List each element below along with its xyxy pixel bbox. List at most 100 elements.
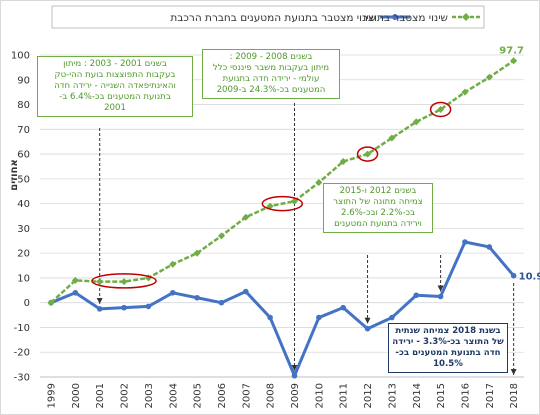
annotation-dotcom-line-4: בתנועת המטענים בכ-6.4% ב- — [59, 92, 171, 102]
annotation-dotcom-line-1: בשנים 2001 - 2003 : מיתון — [63, 59, 167, 69]
legend-label-freight: שינוי מצטבר בתנועת המטענים בחברת הרכבת — [170, 12, 376, 24]
end-label-gdp: 97.7 — [499, 46, 524, 57]
y-tick-label: -30 — [14, 373, 30, 384]
annotation-arrows — [96, 103, 517, 375]
highlight-ellipses — [91, 101, 452, 289]
annotation-2018-line-2: של התוצר בכ-3.3% - ירידה — [392, 337, 504, 347]
annotation-dotcom-line-2: בעקבות התפוצצות בועת ההי-טק — [54, 70, 176, 80]
ellipse-2012 — [356, 146, 379, 162]
ellipse-2015 — [429, 101, 452, 118]
x-tick-label: 2000 — [71, 383, 82, 408]
legend-box — [51, 5, 485, 29]
legend-marker-freight — [392, 14, 398, 20]
gdp-point — [96, 278, 104, 286]
annotation-crisis-line-4: המטענים בכ-24.3% ב-2009 — [216, 85, 326, 95]
annotation-dotcom-line-3: והאינתיפאדה השנייה - ירידה חדה — [54, 81, 176, 91]
freight-point — [145, 303, 152, 310]
y-tick-label: 0 — [24, 298, 30, 309]
freight-point — [437, 293, 444, 300]
gdp-point — [71, 276, 79, 284]
gdp-point — [169, 260, 177, 268]
freight-point — [389, 314, 395, 321]
y-tick-label: 30 — [17, 224, 30, 235]
freight-point — [121, 304, 127, 311]
gdp-point — [412, 118, 420, 126]
y-axis-title: אחוזים — [9, 159, 20, 191]
gdp-point — [291, 197, 298, 205]
freight-point — [316, 314, 322, 321]
annotation-slowdown-line-3: בכ-2.2% ובכ-2.6% — [341, 208, 415, 218]
annotation-crisis-line-1: בשנים 2008 - 2009 : — [229, 52, 313, 62]
freight-point — [243, 288, 249, 295]
x-tick-label: 2013 — [387, 383, 398, 408]
annotation-crisis-line-3: עולמי - ירידה חדה בתנועת — [222, 74, 320, 84]
x-tick-label: 2012 — [363, 383, 374, 408]
freight-point — [340, 304, 347, 311]
ellipse-2008-2009 — [261, 195, 304, 212]
x-tick-label: 2006 — [217, 383, 228, 408]
y-tick-label: 10 — [17, 273, 30, 284]
annotation-2018-line-4: 10.5% — [433, 359, 463, 369]
series-layer — [47, 57, 518, 379]
x-tick-label: 2014 — [412, 383, 423, 408]
x-tick-label: 2017 — [485, 383, 496, 408]
x-tick-label: 2005 — [193, 383, 204, 408]
annotation-slowdown-line-2: צמיחה מתונה של התוצר — [333, 197, 423, 207]
freight-point — [462, 239, 468, 245]
x-tick-label: 2015 — [436, 383, 447, 408]
legend: שינוי מצטבר בתנועת המטענים בחברת הרכבת ש… — [51, 5, 485, 29]
gdp-point — [47, 299, 55, 307]
annotation-dotcom: בשנים 2001 - 2003 : מיתון בעקבות התפוצצו… — [37, 56, 193, 117]
gdp-point — [120, 278, 128, 286]
x-axis-ticks: 1999 2000 2001 2002 2003 2004 2005 2006 2007 2008… — [47, 383, 521, 408]
y-tick-label: 60 — [17, 150, 30, 161]
gdp-point — [217, 232, 225, 240]
x-tick-label: 2004 — [168, 383, 179, 408]
y-tick-label: 70 — [17, 125, 30, 136]
y-tick-label: -10 — [14, 323, 30, 334]
gdp-point — [485, 73, 493, 81]
annotation-crisis-line-2: מיתון בעקבות משבר פיננסי כלל — [212, 63, 330, 73]
annotation-slowdown-line-4: וירידה בתנועת המטענים — [334, 219, 422, 229]
ellipse-2001-2003 — [91, 273, 157, 289]
legend-marker-gdp — [462, 13, 470, 21]
freight-point — [96, 306, 103, 312]
freight-point — [510, 272, 517, 279]
end-label-freight: 10.9 — [519, 272, 540, 283]
y-tick-label: 100 — [11, 51, 30, 62]
freight-point — [413, 292, 420, 299]
gdp-point — [510, 57, 518, 65]
gdp-point — [193, 249, 201, 257]
x-tick-label: 2011 — [339, 383, 350, 408]
x-tick-label: 2003 — [144, 383, 155, 408]
annotation-slowdown-line-1: בשנים 2012 ו-2015 — [339, 186, 417, 196]
freight-point — [72, 289, 79, 296]
y-tick-label: 90 — [17, 75, 30, 86]
gdp-point — [461, 88, 469, 96]
gdp-point — [437, 105, 445, 113]
gdp-point — [388, 134, 396, 142]
x-tick-label: 2008 — [266, 383, 277, 408]
y-tick-label: 50 — [17, 174, 30, 185]
freight-point — [218, 299, 225, 306]
x-tick-label: 2016 — [460, 383, 471, 408]
freight-point — [291, 372, 298, 379]
y-tick-label: 20 — [17, 249, 30, 260]
freight-point — [486, 244, 493, 250]
y-tick-label: 80 — [17, 100, 30, 111]
gdp-point — [266, 202, 274, 210]
x-tick-label: 2010 — [314, 383, 325, 408]
series-line-gdp — [50, 59, 515, 304]
y-axis-ticks: -30 -20 -10 0 10 20 30 40 50 60 70 80 90 100 — [11, 51, 30, 384]
x-tick-label: 2009 — [290, 383, 301, 408]
legend-label-gdp: שינוי מצטבר בתוצר — [362, 12, 448, 24]
x-tick-label: 2002 — [120, 383, 131, 408]
x-tick-label: 2018 — [509, 383, 520, 408]
annotation-crisis: בשנים 2008 - 2009 : מיתון בעקבות משבר פי… — [202, 49, 340, 99]
annotation-slowdown: בשנים 2012 ו-2015 צמיחה מתונה של התוצר ב… — [323, 183, 433, 233]
y-tick-label: 40 — [17, 199, 30, 210]
freight-point — [267, 314, 273, 321]
gdp-point — [364, 150, 372, 158]
annotation-2018: בשנת 2018 צמיחה שנתית של התוצר בכ-3.3% -… — [388, 323, 508, 373]
freight-point — [364, 325, 371, 332]
